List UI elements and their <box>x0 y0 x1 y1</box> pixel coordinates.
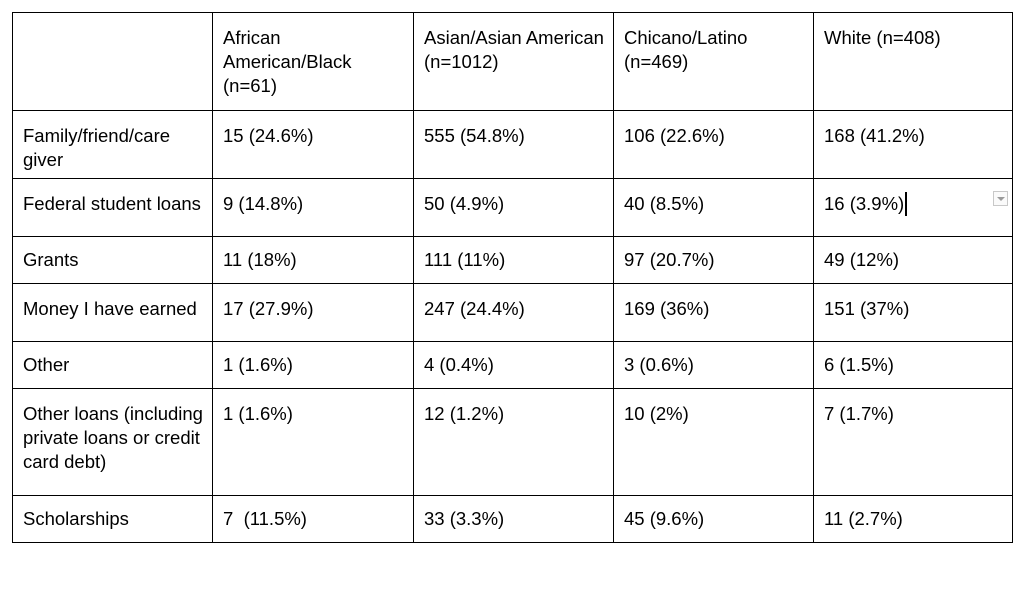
table-cell[interactable]: 7 (1.7%) <box>813 388 1013 496</box>
table-row: Money I have earned 17 (27.9%) 247 (24.4… <box>12 283 1013 342</box>
table-cell[interactable]: 15 (24.6%) <box>212 110 414 179</box>
table-cell[interactable]: 12 (1.2%) <box>413 388 614 496</box>
table-cell[interactable]: 45 (9.6%) <box>613 495 814 543</box>
row-label: Scholarships <box>23 508 129 529</box>
table-cell[interactable]: 50 (4.9%) <box>413 178 614 237</box>
cell-value: 7 (1.7%) <box>824 403 894 424</box>
table-cell[interactable]: 49 (12%) <box>813 236 1013 284</box>
cell-value: 151 (37%) <box>824 298 910 319</box>
table-cell[interactable]: 1 (1.6%) <box>212 341 414 389</box>
table-cell[interactable]: 151 (37%) <box>813 283 1013 342</box>
cell-value: 9 (14.8%) <box>223 193 304 214</box>
text-cursor <box>905 192 908 216</box>
table-row: Scholarships 7 (11.5%) 33 (3.3%) 45 (9.6… <box>12 495 1013 543</box>
cell-value: 1 (1.6%) <box>223 354 293 375</box>
cell-value: 10 (2%) <box>624 403 689 424</box>
table-cell[interactable]: 10 (2%) <box>613 388 814 496</box>
table-row: Grants 11 (18%) 111 (11%) 97 (20.7%) 49 … <box>12 236 1013 284</box>
table-cell[interactable]: 106 (22.6%) <box>613 110 814 179</box>
cell-value: 12 (1.2%) <box>424 403 505 424</box>
row-label: Other <box>23 354 70 375</box>
table-cell[interactable]: 9 (14.8%) <box>212 178 414 237</box>
cell-value: 11 (2.7%) <box>824 508 903 529</box>
cell-value: 169 (36%) <box>624 298 710 319</box>
chevron-down-icon[interactable] <box>993 191 1008 206</box>
cell-value: 6 (1.5%) <box>824 354 894 375</box>
table-cell[interactable]: 40 (8.5%) <box>613 178 814 237</box>
cell-value: 3 (0.6%) <box>624 354 694 375</box>
table-cell[interactable]: 111 (11%) <box>413 236 614 284</box>
header-label: White (n=408) <box>824 27 941 48</box>
table-cell[interactable]: 97 (20.7%) <box>613 236 814 284</box>
table-cell[interactable]: 1 (1.6%) <box>212 388 414 496</box>
row-label: Money I have earned <box>23 298 197 319</box>
row-label-cell[interactable]: Scholarships <box>12 495 213 543</box>
row-label-cell[interactable]: Other <box>12 341 213 389</box>
row-label-cell[interactable]: Money I have earned <box>12 283 213 342</box>
cell-value: 40 (8.5%) <box>624 193 705 214</box>
header-cell-white[interactable]: White (n=408) <box>813 12 1013 111</box>
row-label-cell[interactable]: Grants <box>12 236 213 284</box>
cell-value: 45 (9.6%) <box>624 508 705 529</box>
cell-value: 168 (41.2%) <box>824 125 925 146</box>
cell-value: 97 (20.7%) <box>624 249 715 270</box>
table-header-row: African American/Black (n=61) Asian/Asia… <box>12 12 1013 111</box>
table-row: Other 1 (1.6%) 4 (0.4%) 3 (0.6%) 6 (1.5%… <box>12 341 1013 389</box>
cell-value: 7 (11.5%) <box>223 508 307 529</box>
table-cell[interactable]: 33 (3.3%) <box>413 495 614 543</box>
row-label-cell[interactable]: Other loans (including private loans or … <box>12 388 213 496</box>
header-cell-asian-american[interactable]: Asian/Asian American (n=1012) <box>413 12 614 111</box>
cell-value: 33 (3.3%) <box>424 508 505 529</box>
table-row: Federal student loans 9 (14.8%) 50 (4.9%… <box>12 178 1013 237</box>
cell-value: 16 (3.9%) <box>824 193 905 214</box>
cell-value: 1 (1.6%) <box>223 403 293 424</box>
row-label-cell[interactable]: Federal student loans <box>12 178 213 237</box>
cell-value: 49 (12%) <box>824 249 900 270</box>
table-row: Other loans (including private loans or … <box>12 388 1013 496</box>
table-cell[interactable]: 247 (24.4%) <box>413 283 614 342</box>
table-cell[interactable]: 17 (27.9%) <box>212 283 414 342</box>
table-cell[interactable]: 11 (18%) <box>212 236 414 284</box>
cell-value: 17 (27.9%) <box>223 298 314 319</box>
row-label: Federal student loans <box>23 193 201 214</box>
table-cell[interactable]: 7 (11.5%) <box>212 495 414 543</box>
cell-value: 247 (24.4%) <box>424 298 525 319</box>
row-label-cell[interactable]: Family/friend/care giver <box>12 110 213 179</box>
table-cell[interactable]: 11 (2.7%) <box>813 495 1013 543</box>
table-row: Family/friend/care giver 15 (24.6%) 555 … <box>12 110 1013 179</box>
active-table-cell[interactable]: 16 (3.9%) <box>813 178 1013 237</box>
cell-value: 111 (11%) <box>424 249 506 270</box>
header-label: African American/Black (n=61) <box>223 27 352 96</box>
table-cell[interactable]: 555 (54.8%) <box>413 110 614 179</box>
table-cell[interactable]: 3 (0.6%) <box>613 341 814 389</box>
header-label: Chicano/Latino (n=469) <box>624 27 748 72</box>
header-cell-african-american[interactable]: African American/Black (n=61) <box>212 12 414 111</box>
row-label: Other loans (including private loans or … <box>23 403 203 472</box>
cell-value: 4 (0.4%) <box>424 354 494 375</box>
row-label: Family/friend/care giver <box>23 125 171 170</box>
header-label: Asian/Asian American (n=1012) <box>424 27 604 72</box>
cell-value: 50 (4.9%) <box>424 193 505 214</box>
table-cell[interactable]: 169 (36%) <box>613 283 814 342</box>
table-cell[interactable]: 6 (1.5%) <box>813 341 1013 389</box>
header-cell-chicano-latino[interactable]: Chicano/Latino (n=469) <box>613 12 814 111</box>
row-label: Grants <box>23 249 79 270</box>
header-cell-empty[interactable] <box>12 12 213 111</box>
table-cell[interactable]: 4 (0.4%) <box>413 341 614 389</box>
cell-value: 106 (22.6%) <box>624 125 725 146</box>
funding-sources-table: African American/Black (n=61) Asian/Asia… <box>12 12 1013 543</box>
cell-value: 11 (18%) <box>223 249 297 270</box>
cell-value: 555 (54.8%) <box>424 125 525 146</box>
cell-value: 15 (24.6%) <box>223 125 314 146</box>
table-cell[interactable]: 168 (41.2%) <box>813 110 1013 179</box>
